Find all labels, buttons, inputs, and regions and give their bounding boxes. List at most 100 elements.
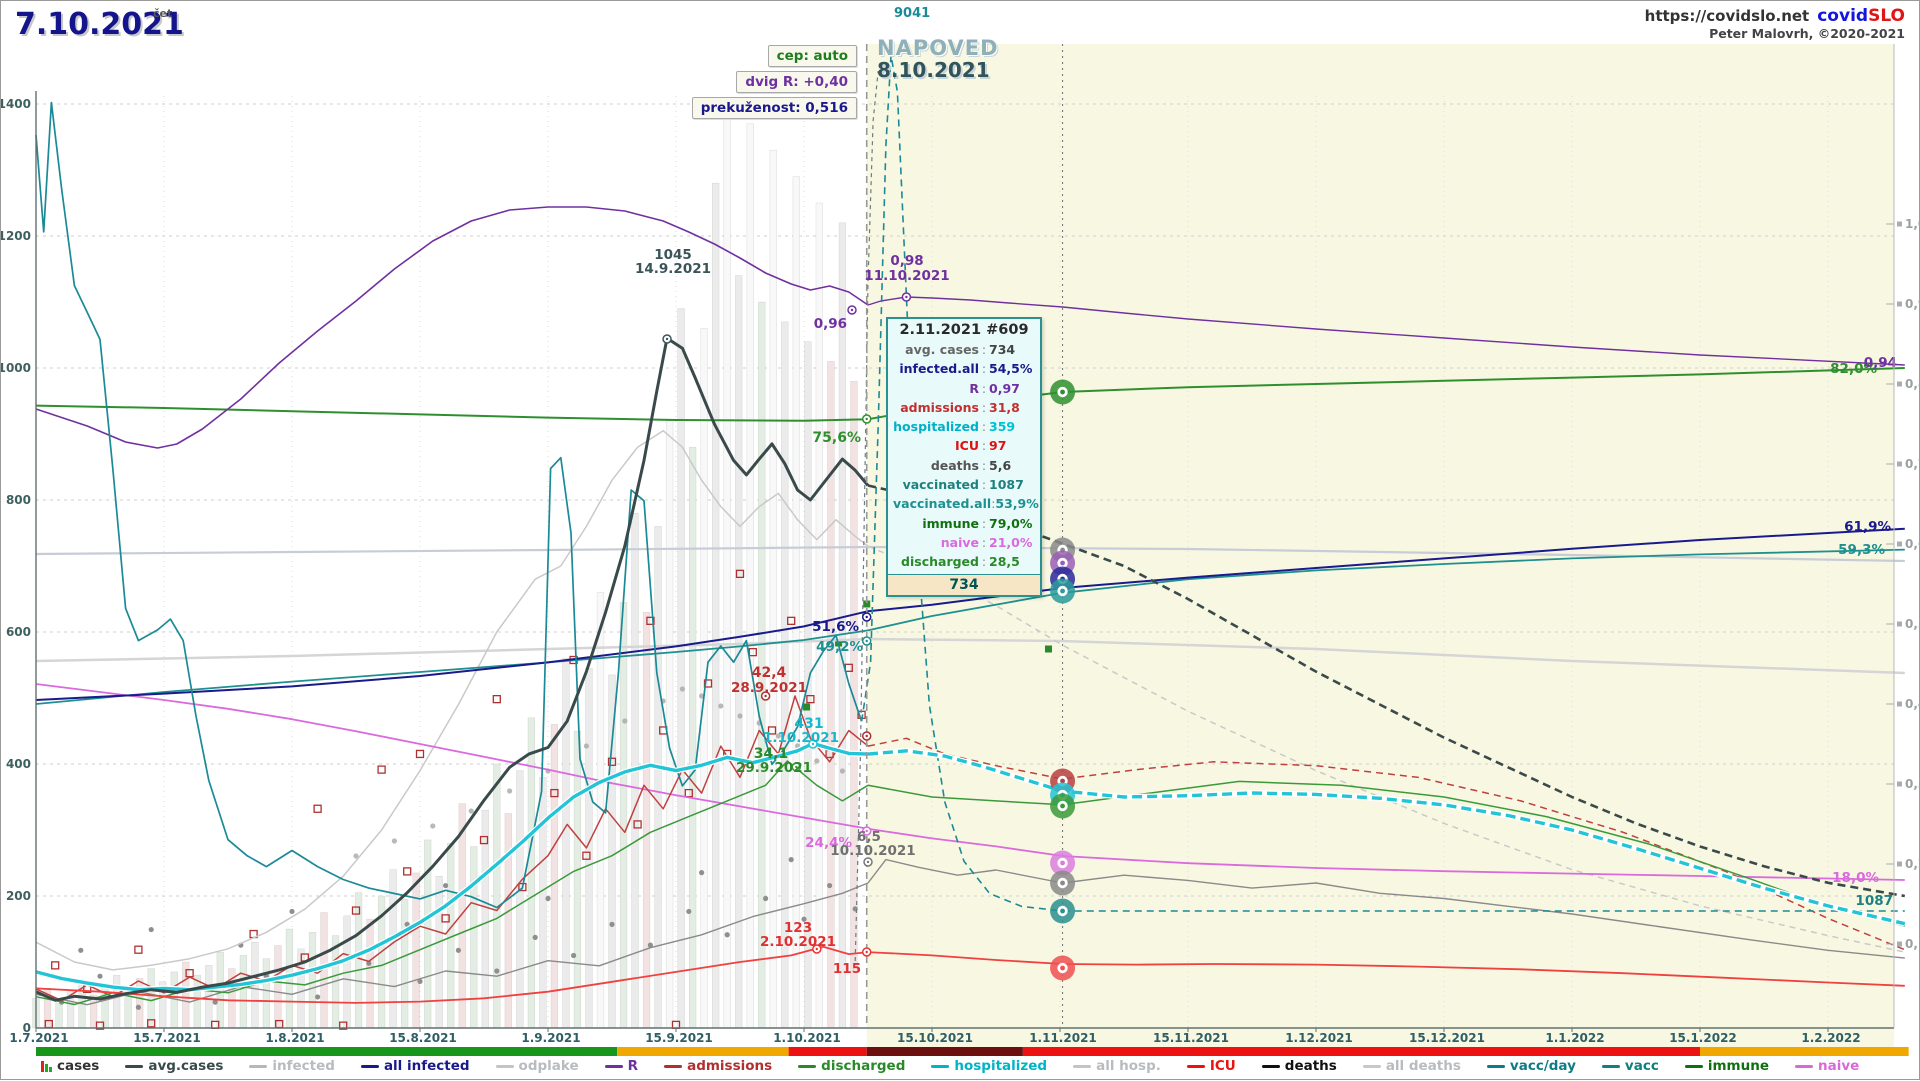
chart-legend: cases avg.cases infected all infected odplak… — [41, 1058, 1859, 1074]
control-0[interactable]: cep: auto — [767, 45, 857, 67]
annotation: 29.9.2021 — [736, 760, 812, 776]
right-axis-tick: 0,2 — [1905, 857, 1920, 871]
legend-item-hospitalized[interactable]: hospitalized — [931, 1058, 1047, 1074]
legend-item-vacc[interactable]: vacc — [1601, 1058, 1659, 1074]
legend-line-icon — [1794, 1064, 1813, 1068]
series-naive — [35, 683, 1905, 881]
right-axis-tick: 0,9 — [1905, 297, 1920, 311]
weekday-label: čet — [153, 7, 173, 20]
site-url-link[interactable]: https://covidslo.net — [1644, 7, 1810, 25]
daily-cases-bar — [619, 602, 628, 1029]
series-spike-flank — [854, 70, 879, 962]
annotation: 14.9.2021 — [635, 261, 711, 277]
legend-line-icon — [125, 1064, 144, 1068]
legend-label: all hosp. — [1096, 1058, 1161, 1074]
legend-line-icon — [1261, 1064, 1280, 1068]
right-axis-tick: 0,4 — [1905, 697, 1920, 711]
legend-item-all-deaths[interactable]: all deaths — [1362, 1058, 1461, 1074]
daily-cases-bar — [688, 446, 697, 1029]
right-axis-tick: 0,7 — [1905, 457, 1920, 471]
legend-label: hospitalized — [954, 1058, 1048, 1074]
annotation: 9041 — [894, 6, 930, 21]
annotation: 28.9.2021 — [731, 680, 807, 696]
x-axis-tick: 1.1.2022 — [1545, 1031, 1604, 1045]
legend-item-avg-cases[interactable]: avg.cases — [125, 1058, 223, 1074]
annotation: 0,96 — [814, 316, 847, 332]
daily-cases-bar — [792, 176, 800, 1029]
annotation: 34,1 — [754, 746, 789, 762]
tooltip-row: admissions:31,8 — [900, 399, 1020, 415]
legend-item-infected[interactable]: infected — [249, 1058, 335, 1074]
series-avg-cases-fc — [867, 484, 1906, 898]
daily-cases-bar — [308, 932, 317, 1029]
legend-item-odplake[interactable]: odplake — [495, 1058, 579, 1074]
annotation: 11.10.2021 — [864, 268, 949, 284]
annotation: 123 — [784, 920, 812, 936]
legend-item-naive[interactable]: naive — [1794, 1058, 1860, 1074]
legend-item-all-hosp-[interactable]: all hosp. — [1073, 1058, 1161, 1074]
legend-label: avg.cases — [148, 1058, 224, 1074]
x-axis-tick: 1.7.2021 — [9, 1031, 68, 1045]
legend-item-vacc-day[interactable]: vacc/day — [1486, 1058, 1576, 1074]
tooltip-row: immune:79,0% — [922, 515, 1033, 531]
x-axis-tick: 15.7.2021 — [133, 1031, 201, 1045]
annotation: 51,6% — [812, 619, 859, 635]
daily-cases-bar — [746, 123, 754, 1029]
tooltip-footer-value: 734 — [888, 573, 1040, 595]
left-axis-tick: 0 — [23, 1021, 31, 1035]
series-deaths — [35, 882, 869, 1006]
legend-item-immune[interactable]: immune — [1684, 1058, 1769, 1074]
series-discharged-fc — [867, 780, 1905, 927]
series-vacc — [35, 548, 1905, 705]
page-title-date: 7.10.2021 — [15, 7, 184, 42]
legend-label: naive — [1817, 1058, 1860, 1074]
daily-cases-bar — [712, 182, 720, 1029]
daily-cases-bar — [723, 103, 731, 1029]
legend-label: all infected — [383, 1058, 470, 1074]
daily-cases-bar — [539, 776, 547, 1029]
control-1[interactable]: dvig R: +0,40 — [736, 71, 857, 93]
daily-cases-bar — [654, 526, 662, 1029]
legend-label: admissions — [687, 1058, 773, 1074]
legend-label: all deaths — [1385, 1058, 1461, 1074]
x-axis-tick: 1.8.2021 — [265, 1031, 324, 1045]
legend-item-admissions[interactable]: admissions — [664, 1058, 772, 1074]
legend-item-all-infected[interactable]: all infected — [360, 1058, 470, 1074]
annotation: 82,0% — [1830, 361, 1877, 377]
legend-line-icon — [360, 1064, 379, 1068]
legend-line-icon — [1601, 1064, 1620, 1068]
legend-item-discharged[interactable]: discharged — [798, 1058, 905, 1074]
daily-cases-bar — [608, 674, 616, 1029]
annotation: 0,98 — [890, 253, 923, 269]
daily-cases-bar — [55, 1002, 63, 1029]
daily-cases-bar — [435, 875, 443, 1029]
tooltip-row: infected.all:54,5% — [899, 361, 1033, 377]
legend-item-deaths[interactable]: deaths — [1261, 1058, 1337, 1074]
left-axis-tick: 1400 — [1, 97, 31, 111]
series-avg-cases — [35, 336, 870, 1002]
daily-cases-bar — [470, 846, 478, 1029]
legend-item-icu[interactable]: ICU — [1186, 1058, 1236, 1074]
forecast-label: NAPOVED 8.10.2021 — [877, 37, 999, 81]
left-axis-tick: 1200 — [1, 229, 31, 243]
daily-cases-bar — [112, 974, 121, 1029]
annotation: 431 — [794, 716, 823, 732]
right-axis-tick: 0,3 — [1905, 777, 1920, 791]
x-axis-tick: 1.9.2021 — [521, 1031, 580, 1045]
legend-label: R — [627, 1058, 639, 1074]
daily-cases-bar — [769, 149, 777, 1029]
series-icu-fc — [867, 951, 1905, 987]
legend-item-cases[interactable]: cases — [41, 1058, 99, 1074]
legend-line-icon — [1186, 1064, 1205, 1068]
tooltip-row: R:0,97 — [969, 380, 1020, 396]
annotation: 42,4 — [752, 665, 787, 681]
daily-cases-bar — [136, 978, 144, 1029]
legend-item-r[interactable]: R — [604, 1058, 639, 1074]
series-vacc-day — [35, 101, 863, 909]
control-2[interactable]: prekuženost: 0,516 — [691, 97, 857, 119]
legend-label: discharged — [821, 1058, 906, 1074]
forecast-date: 8.10.2021 — [877, 58, 990, 82]
forecast-tooltip: 2.11.2021 #609 avg. cases:734 infected.al… — [886, 317, 1042, 597]
